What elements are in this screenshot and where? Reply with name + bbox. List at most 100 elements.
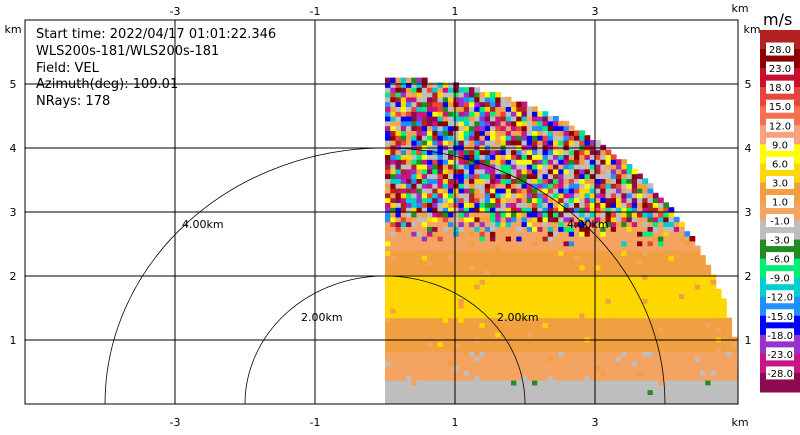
velocity-cell [526,149,533,155]
velocity-cell [390,284,397,290]
velocity-cell [600,312,607,319]
velocity-cell [411,202,418,208]
velocity-cell [568,341,575,347]
velocity-cell [474,360,481,367]
velocity-cell [474,317,481,323]
velocity-cell [647,197,654,203]
velocity-cell [395,96,402,103]
velocity-cell [553,370,559,376]
velocity-cell [642,365,649,371]
velocity-cell [505,192,512,199]
velocity-cell [406,284,412,290]
velocity-cell [416,77,423,83]
velocity-cell [495,135,502,141]
velocity-cell [542,245,549,251]
velocity-cell [458,101,465,107]
velocity-cell [631,356,638,362]
velocity-cell [605,327,612,333]
velocity-cell [500,106,507,112]
velocity-cell [474,125,481,131]
velocity-cell [484,370,491,376]
velocity-cell [479,96,486,103]
velocity-cell [595,365,601,371]
velocity-cell [652,298,659,304]
velocity-cell [589,207,596,213]
velocity-cell [595,264,601,271]
velocity-cell [574,308,580,314]
velocity-cell [631,183,638,189]
velocity-cell [442,149,449,155]
velocity-cell [689,389,696,395]
velocity-cell [652,380,659,386]
velocity-cell [542,159,549,165]
velocity-cell [694,264,701,271]
velocity-cell [710,288,717,295]
velocity-cell [516,120,523,127]
velocity-cell [458,332,465,338]
velocity-cell [490,303,496,309]
velocity-cell [490,312,496,319]
velocity-cell [411,82,418,88]
velocity-cell [631,226,638,232]
velocity-cell [563,154,570,160]
velocity-cell [537,260,544,266]
velocity-cell [448,197,454,203]
velocity-cell [516,322,523,328]
velocity-cell [553,116,559,122]
velocity-cell [710,384,717,391]
velocity-cell [679,293,685,299]
velocity-cell [432,130,439,136]
velocity-cell [600,192,607,199]
velocity-cell [616,250,622,256]
velocity-cell [427,236,433,242]
velocity-cell [521,192,528,199]
velocity-cell [553,317,559,323]
velocity-cell [616,192,622,199]
velocity-cell [663,216,670,223]
velocity-cell [595,192,601,199]
velocity-cell [390,322,397,328]
velocity-cell [621,216,628,223]
velocity-cell [563,216,570,223]
velocity-cell [710,356,717,362]
velocity-cell [532,236,538,242]
velocity-cell [705,394,712,400]
velocity-cell [490,116,496,122]
velocity-cell [553,250,559,256]
velocity-cell [442,322,449,328]
velocity-cell [463,106,470,112]
velocity-cell [469,168,475,175]
velocity-cell [584,140,591,146]
velocity-cell [458,264,465,271]
velocity-cell [689,298,696,304]
velocity-cell [474,394,481,400]
velocity-cell [458,221,465,227]
velocity-cell [710,375,717,381]
velocity-cell [479,269,486,275]
velocity-cell [511,260,517,266]
velocity-cell [385,188,391,194]
velocity-cell [385,135,391,141]
velocity-cell [568,202,575,208]
x-tick-label-top: -1 [310,5,321,18]
velocity-cell [658,375,664,381]
velocity-cell [537,346,544,352]
velocity-cell [553,327,559,333]
velocity-cell [385,250,391,256]
velocity-cell [621,255,628,261]
velocity-cell [605,226,612,232]
velocity-cell [495,236,502,242]
velocity-cell [437,154,444,160]
velocity-cell [605,356,612,362]
velocity-cell [469,284,475,290]
velocity-cell [479,231,486,237]
velocity-cell [631,288,638,295]
velocity-cell [395,231,402,237]
velocity-cell [411,375,418,381]
velocity-cell [652,389,659,395]
velocity-cell [616,202,622,208]
velocity-cell [490,202,496,208]
velocity-cell [442,212,449,218]
velocity-cell [584,375,591,381]
velocity-cell [432,279,439,285]
